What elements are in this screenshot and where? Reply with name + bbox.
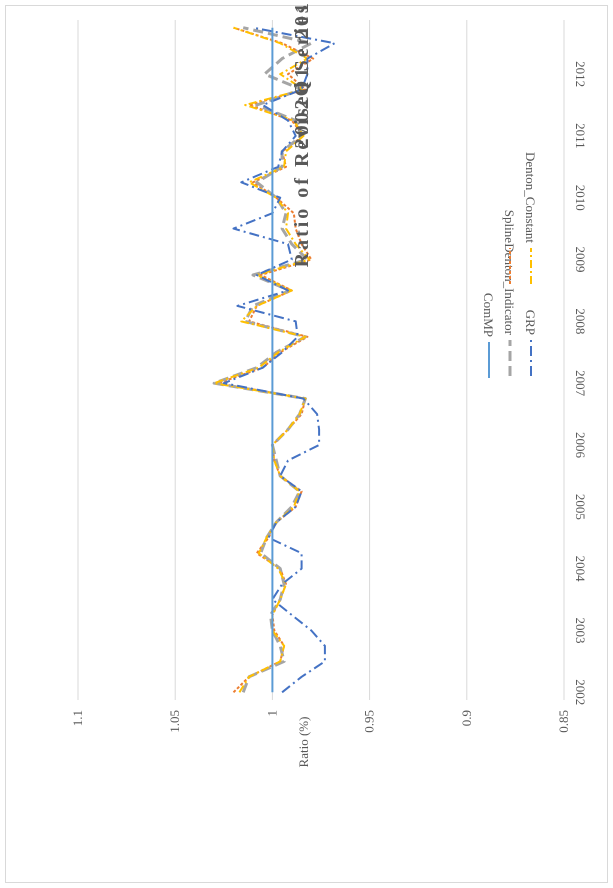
x-tick-label: 2003: [573, 617, 588, 643]
x-tick-label: 2005: [573, 494, 588, 520]
y-tick-label: 0.85: [556, 710, 571, 733]
x-tick-label: 2011: [573, 123, 588, 149]
x-tick-label: 2002: [573, 679, 588, 705]
series-line-grp: [222, 26, 336, 694]
chart-title: Ratio of Revised Series to Original Seri…: [291, 0, 313, 267]
x-tick-label: 2007: [573, 370, 588, 397]
y-axis-title: Ratio (%): [296, 717, 311, 768]
x-tick-label: 2009: [573, 247, 588, 273]
chart-frame: [5, 5, 608, 883]
series-line-denton-indicator: [212, 26, 313, 693]
x-tick-label: 2010: [573, 185, 588, 211]
legend-label: GRP: [523, 310, 538, 335]
legend-label: Denton_Indicator: [502, 243, 517, 335]
y-tick-label: 0.9: [459, 710, 474, 726]
y-tick-label: 0.95: [362, 710, 377, 733]
x-axis-ticks: 2002 2003 2004 2005 2006 2007 2008 2009 2010 2011…: [573, 61, 588, 705]
y-tick-label: 1.05: [167, 710, 182, 733]
legend-label: Denton_Constant: [523, 152, 538, 243]
x-tick-label: 2004: [573, 556, 588, 583]
series-lines: [212, 26, 336, 694]
chart-subtitle: 2002Q1 - 2012Q4: [291, 0, 313, 148]
y-tick-label: 1: [264, 710, 279, 717]
y-tick-label: 1.1: [70, 710, 85, 726]
x-tick-label: 2006: [573, 432, 588, 459]
x-tick-label: 2012: [573, 61, 588, 87]
gridlines: [77, 20, 565, 700]
legend-label: ComMP: [481, 293, 496, 337]
legend-label: Spline: [502, 210, 517, 243]
x-tick-label: 2008: [573, 308, 588, 334]
y-axis-ticks: 0.85 0.9 0.95 1 1.05 1.1: [70, 710, 571, 733]
